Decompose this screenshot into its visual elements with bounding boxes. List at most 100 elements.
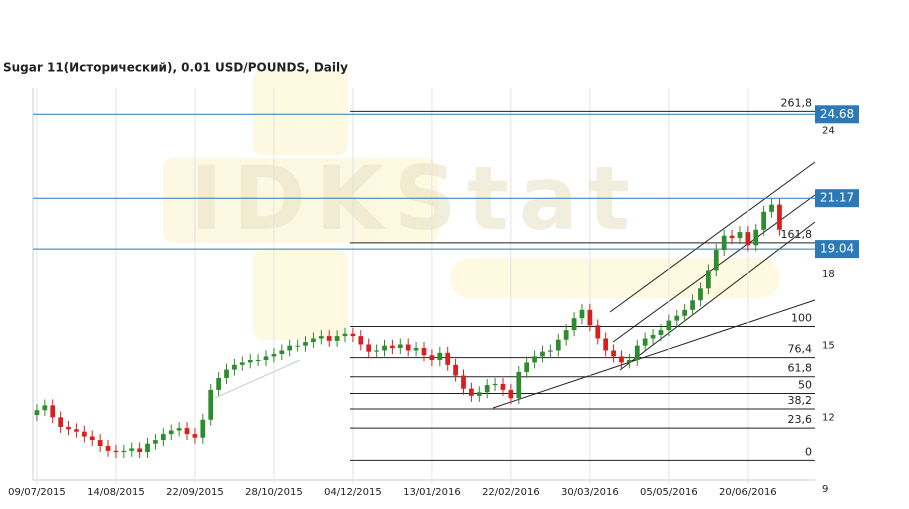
fib-level-label: 100	[791, 312, 812, 325]
candle-body	[342, 333, 348, 337]
candle-body	[571, 318, 577, 331]
candle-body	[160, 434, 166, 441]
price-label: 24.68	[820, 107, 854, 121]
candle-body	[50, 405, 56, 418]
candle-body	[469, 388, 474, 396]
price-label-box	[815, 240, 859, 259]
candle-body	[350, 333, 356, 337]
candle-body	[208, 389, 214, 420]
candle-body	[184, 428, 190, 435]
y-tick-label: 9	[822, 484, 828, 495]
candle-body	[595, 325, 601, 339]
candle-body	[690, 300, 695, 310]
candle-body	[81, 431, 87, 437]
x-tick-label: 30/03/2016	[561, 487, 619, 498]
fib-level-label: 61,8	[788, 362, 813, 375]
y-tick-label: 12	[822, 412, 835, 423]
y-tick-label: 24	[822, 126, 835, 137]
candle-body	[311, 338, 316, 343]
x-tick-label: 13/01/2016	[403, 487, 461, 498]
candle-body	[579, 309, 585, 319]
x-tick-label: 22/09/2015	[166, 487, 224, 498]
candle-body	[445, 352, 451, 365]
candle-body	[176, 428, 182, 431]
chart-title: Sugar 11(Исторический), 0.01 USD/POUNDS,…	[3, 61, 348, 75]
x-tick-label: 22/02/2016	[482, 487, 540, 498]
candle-body	[113, 450, 119, 453]
candle-body	[611, 350, 616, 357]
candle-body	[745, 232, 751, 246]
y-tick-label: 15	[822, 341, 835, 352]
candle-body	[66, 426, 71, 430]
candle-body	[121, 450, 127, 453]
candle-body	[247, 360, 253, 363]
candle-body	[334, 336, 340, 341]
watermark-logo	[163, 70, 780, 340]
candle-body	[666, 320, 672, 331]
candle-body	[239, 362, 245, 365]
candle-body	[476, 392, 482, 396]
candle-body	[461, 375, 466, 389]
y-tick-label: 18	[822, 269, 835, 280]
candle-body	[74, 429, 79, 432]
candle-body	[255, 360, 261, 362]
candle-body	[769, 204, 774, 212]
candle-body	[216, 377, 221, 390]
fib-level-label: 0	[805, 445, 812, 458]
candle-body	[658, 330, 664, 335]
candle-body	[634, 345, 640, 361]
candle-body	[650, 334, 656, 339]
fib-level-label: 23,6	[788, 413, 813, 426]
x-tick-label: 14/08/2015	[87, 487, 145, 498]
candle-body	[263, 356, 269, 361]
candle-body	[713, 250, 719, 271]
price-label-box	[815, 105, 859, 124]
candle-body	[421, 348, 427, 356]
fib-level-label: 50	[798, 378, 812, 391]
candle-body	[540, 351, 545, 357]
candle-body	[137, 448, 143, 453]
candle-body	[563, 330, 569, 340]
candle-body	[224, 369, 229, 378]
candle-body	[89, 436, 95, 441]
fib-level-label: 261,8	[781, 96, 813, 109]
candle-body	[145, 443, 150, 453]
candle-body	[405, 344, 411, 351]
x-tick-label: 04/12/2015	[324, 487, 382, 498]
candle-body	[674, 315, 680, 321]
candle-body	[390, 345, 395, 349]
candle-body	[303, 342, 308, 346]
candle-body	[105, 446, 111, 451]
x-tick-label: 20/06/2016	[719, 487, 777, 498]
fib-level-label: 161,8	[781, 228, 813, 241]
candle-body	[97, 440, 103, 447]
candle-body	[279, 350, 285, 355]
candle-body	[271, 354, 277, 357]
candle-body	[548, 350, 553, 352]
candle-body	[777, 204, 782, 230]
candle-body	[705, 270, 711, 289]
candle-body	[413, 348, 419, 351]
candle-body	[429, 355, 435, 361]
candle-body	[682, 309, 688, 316]
price-label: 19.04	[820, 242, 854, 256]
candle-body	[532, 356, 537, 363]
candle-body	[555, 339, 561, 351]
candle-body	[698, 288, 703, 301]
candle-body	[603, 338, 609, 351]
candle-body	[374, 350, 379, 352]
candle-body	[192, 434, 198, 438]
fib-level-label: 38,2	[788, 394, 813, 407]
candle-body	[34, 410, 40, 415]
candle-body	[295, 345, 300, 347]
candle-body	[587, 309, 593, 326]
candle-body	[508, 389, 514, 399]
candle-body	[358, 336, 364, 345]
candle-body	[366, 344, 372, 352]
candle-body	[753, 229, 759, 246]
candle-body	[516, 371, 522, 399]
candle-body	[500, 383, 506, 390]
x-tick-label: 09/07/2015	[8, 487, 66, 498]
fib-level-label: 76,4	[788, 343, 813, 356]
candle-body	[737, 232, 743, 239]
